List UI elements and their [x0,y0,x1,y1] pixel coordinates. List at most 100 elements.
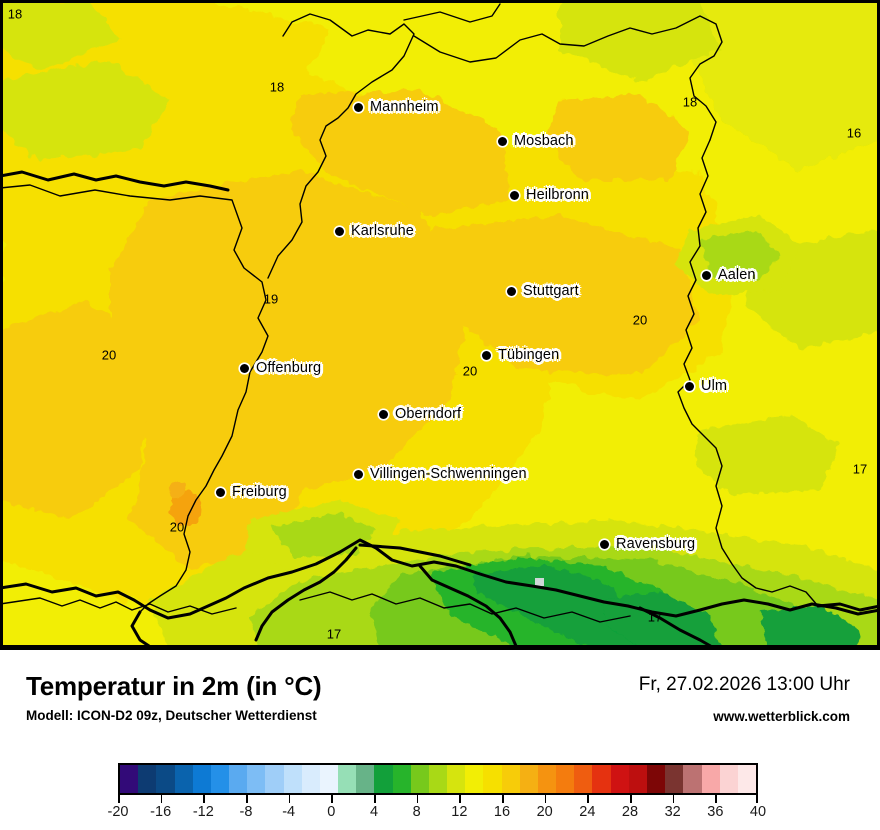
city-dot-icon [507,286,516,296]
colorbar-swatch [192,765,211,793]
colorbar-tick [331,795,333,803]
colorbar-tick [416,795,419,803]
colorbar-tick [160,795,163,803]
colorbar-tick [374,795,376,803]
colorbar-tick-label: 24 [579,804,596,820]
colorbar-tick-label: -4 [282,804,296,820]
city-dot-icon [482,350,491,360]
city-dot-icon [216,487,225,497]
colorbar-tick [459,795,461,803]
city-marker[interactable]: Ravensburg [600,536,695,552]
colorbar-tick [246,795,248,803]
contour-value-label: 16 [846,125,862,141]
city-marker[interactable]: Heilbronn [510,187,589,203]
colorbar-tick-label: 28 [621,804,639,820]
city-marker[interactable]: Mosbach [498,133,574,149]
colorbar-tick [587,795,589,803]
colorbar-swatch [283,765,302,793]
city-marker[interactable]: Offenburg [240,360,321,376]
city-marker[interactable]: Freiburg [216,484,287,500]
colorbar-swatches [118,763,758,795]
colorbar-tick [544,795,547,803]
contour-value-label: 18 [7,6,23,22]
city-marker[interactable]: Karlsruhe [335,223,414,239]
contour-value-label: 20 [169,519,185,535]
city-dot-icon [240,363,249,373]
colorbar-tick-label: 8 [412,804,421,820]
footer-panel: Temperatur in 2m (in °C) Modell: ICON-D2… [0,650,880,830]
colorbar-swatch [301,765,320,793]
city-dot-icon [702,270,711,280]
colorbar-tick-label: 16 [493,804,511,820]
colorbar-tick-label: 0 [327,804,336,820]
city-marker[interactable]: Aalen [702,267,756,283]
temperature-map[interactable]: Mannheim Mosbach Heilbronn Karlsruhe Stuttga… [0,0,880,650]
city-label: Mosbach [514,133,574,149]
city-marker[interactable]: Mannheim [354,99,439,115]
colorbar-swatch [392,765,411,793]
colorbar-tick [630,795,632,803]
temperature-field [0,0,880,650]
colorbar-swatch [483,765,502,793]
colorbar-swatch [338,765,357,793]
city-label: Mannheim [370,99,439,115]
city-label: Ravensburg [616,536,696,552]
colorbar-tick [715,795,717,803]
colorbar-tick-label: -20 [107,804,129,820]
contour-value-label: 18 [682,94,698,110]
colorbar-swatch [247,765,266,793]
city-label: Freiburg [232,484,287,500]
city-dot-icon [498,136,507,146]
city-dot-icon [685,381,694,391]
city-marker[interactable]: Tübingen [482,347,559,363]
colorbar-swatch [574,765,593,793]
city-dot-icon [354,469,363,479]
colorbar-swatch [210,765,230,793]
city-dot-icon [335,226,344,236]
contour-value-label: 17 [852,461,868,477]
colorbar-swatch [556,765,575,793]
colorbar-swatch [665,765,684,793]
contour-value-label: 17 [647,609,663,625]
colorbar-tick-label: 40 [749,804,767,820]
page-title: Temperatur in 2m (in °C) [26,671,322,701]
city-label: Heilbronn [526,187,589,203]
colorbar-swatch [374,765,393,793]
colorbar-tick-label: 20 [536,804,553,820]
colorbar-tick-label: 36 [707,804,724,820]
colorbar-swatch [410,765,429,793]
city-label: Villingen-Schwenningen [370,466,527,482]
colorbar-swatch [319,765,339,793]
colorbar-swatch [646,765,666,793]
valid-time-label: Fr, 27.02.2026 13:00 Uhr [638,674,850,695]
contour-value-label: 17 [326,626,342,642]
city-dot-icon [510,190,519,200]
city-marker[interactable]: Ulm [685,378,727,394]
contour-value-label: 20 [462,363,478,379]
city-label: Stuttgart [523,283,579,299]
colorbar-swatch [174,765,193,793]
colorbar-swatch [356,765,375,793]
colorbar-tick [118,795,120,803]
colorbar-swatch [737,765,757,793]
colorbar-tick [502,795,504,803]
colorbar-tick [288,795,291,803]
city-dot-icon [600,539,609,549]
city-marker[interactable]: Oberndorf [379,406,461,422]
colorbar-swatch [501,765,520,793]
city-label: Ulm [701,378,728,394]
city-label: Oberndorf [395,406,462,422]
city-marker[interactable]: Stuttgart [507,283,579,299]
colorbar-tick-label: 32 [664,804,681,820]
colorbar-swatch [465,765,484,793]
website-label: www.wetterblick.com [713,709,850,724]
contour-value-label: 19 [263,291,279,307]
city-label: Aalen [718,267,756,283]
colorbar-swatch [701,765,720,793]
colorbar-swatch [120,765,139,793]
colorbar-swatch [683,765,702,793]
colorbar-swatch [229,765,248,793]
contour-value-label: 20 [632,312,648,328]
city-marker[interactable]: Villingen-Schwenningen [354,466,527,482]
